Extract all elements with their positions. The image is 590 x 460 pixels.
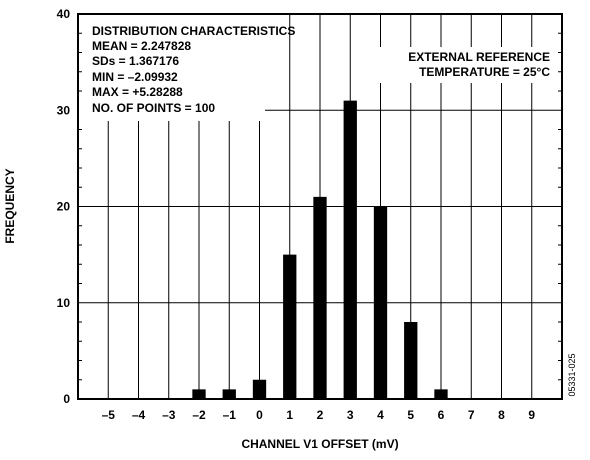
y-tick-label: 20 (57, 200, 71, 214)
y-tick-marks (78, 32, 562, 381)
x-tick-label: 8 (498, 408, 505, 422)
x-tick-label: –3 (162, 408, 176, 422)
conditions-line: TEMPERATURE = 25°C (419, 65, 550, 79)
bar (343, 100, 357, 399)
bars (192, 100, 448, 399)
x-tick-label: 0 (256, 408, 263, 422)
x-tick-label: 2 (317, 408, 324, 422)
y-tick-label: 30 (57, 103, 71, 117)
bar (434, 389, 448, 399)
bar (252, 379, 267, 399)
conditions-annotation: EXTERNAL REFERENCE TEMPERATURE = 25°C (408, 50, 550, 79)
conditions-line: EXTERNAL REFERENCE (408, 50, 550, 64)
bar (404, 322, 418, 399)
stats-line: DISTRIBUTION CHARACTERISTICS (92, 24, 295, 38)
y-tick-label: 0 (63, 392, 70, 406)
y-tick-labels: 0 10 20 30 40 (57, 7, 71, 406)
x-tick-label: 7 (468, 408, 475, 422)
x-tick-label: 5 (407, 408, 414, 422)
bar (313, 196, 327, 399)
x-tick-label: 6 (438, 408, 445, 422)
plot-frame (77, 13, 563, 400)
x-tick-label: –4 (132, 408, 146, 422)
x-tick-label: –2 (192, 408, 206, 422)
x-tick-label: 9 (528, 408, 535, 422)
stats-annotation: DISTRIBUTION CHARACTERISTICS MEAN = 2.24… (92, 24, 295, 115)
bar (222, 389, 236, 399)
y-tick-label: 10 (57, 296, 71, 310)
x-tick-label: –5 (102, 408, 116, 422)
stats-line: SDs = 1.367176 (92, 54, 179, 68)
stats-box-background (79, 15, 265, 121)
stats-line: MEAN = 2.247828 (92, 39, 191, 53)
stats-line: NO. OF POINTS = 100 (92, 101, 215, 115)
x-tick-labels: –5 –4 –3 –2 –1 0 1 2 3 4 5 6 7 8 9 (102, 408, 536, 422)
stats-line: MIN = –2.09932 (92, 70, 178, 84)
figure-id: 05331-025 (567, 353, 577, 396)
x-tick-label: 1 (286, 408, 293, 422)
x-tick-label: 3 (347, 408, 354, 422)
y-tick-label: 40 (57, 7, 71, 21)
x-axis-label: CHANNEL V1 OFFSET (mV) (241, 437, 398, 451)
x-tick-label: –1 (223, 408, 237, 422)
conditions-box-background (358, 47, 561, 83)
x-tick-label: 4 (377, 408, 384, 422)
y-axis-label: FREQUENCY (3, 168, 17, 243)
bar (283, 254, 297, 399)
bar (373, 206, 388, 399)
stats-line: MAX = +5.28288 (92, 85, 183, 99)
bar (192, 389, 206, 399)
